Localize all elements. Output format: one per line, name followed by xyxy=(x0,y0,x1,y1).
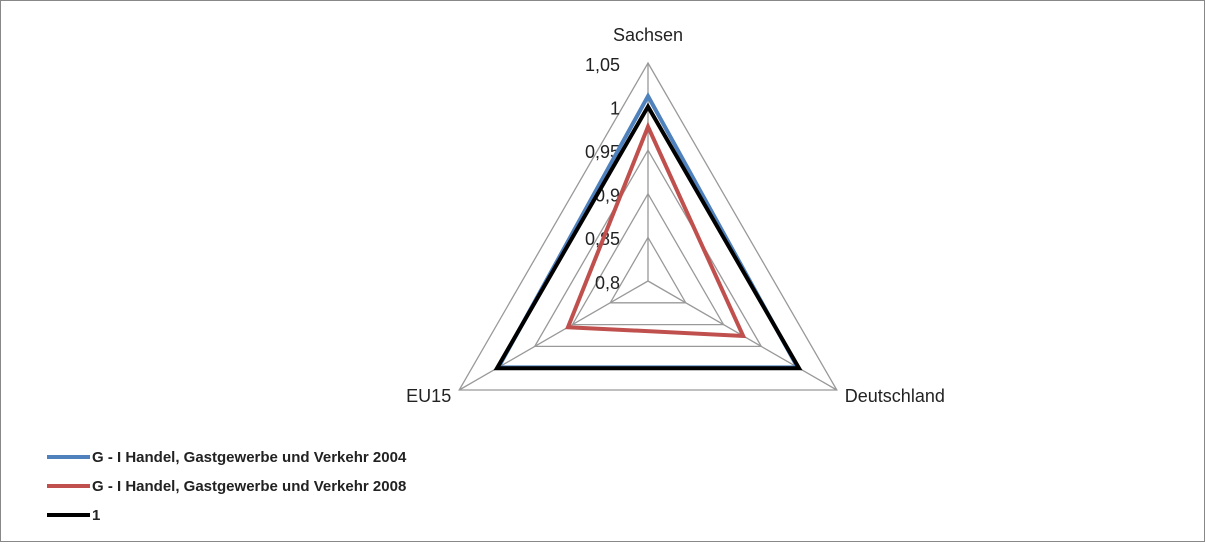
legend-label: 1 xyxy=(92,507,100,524)
legend-label: G - I Handel, Gastgewerbe und Verkehr 20… xyxy=(92,449,407,466)
y-tick-label: 0,8 xyxy=(595,273,620,293)
grid-line xyxy=(609,236,687,304)
series-line xyxy=(565,121,747,339)
y-tick-label: 1 xyxy=(610,98,620,118)
category-label: EU15 xyxy=(406,386,451,406)
legend-label: G - I Handel, Gastgewerbe und Verkehr 20… xyxy=(92,478,406,495)
y-tick-label: 0,95 xyxy=(585,142,620,162)
category-label: Sachsen xyxy=(613,25,683,45)
series-line xyxy=(493,102,803,371)
grid-line xyxy=(571,192,725,326)
axis-spoke xyxy=(458,280,649,391)
grid-line xyxy=(458,61,838,391)
category-label: Deutschland xyxy=(845,386,945,406)
y-tick-label: 1,05 xyxy=(585,55,620,75)
